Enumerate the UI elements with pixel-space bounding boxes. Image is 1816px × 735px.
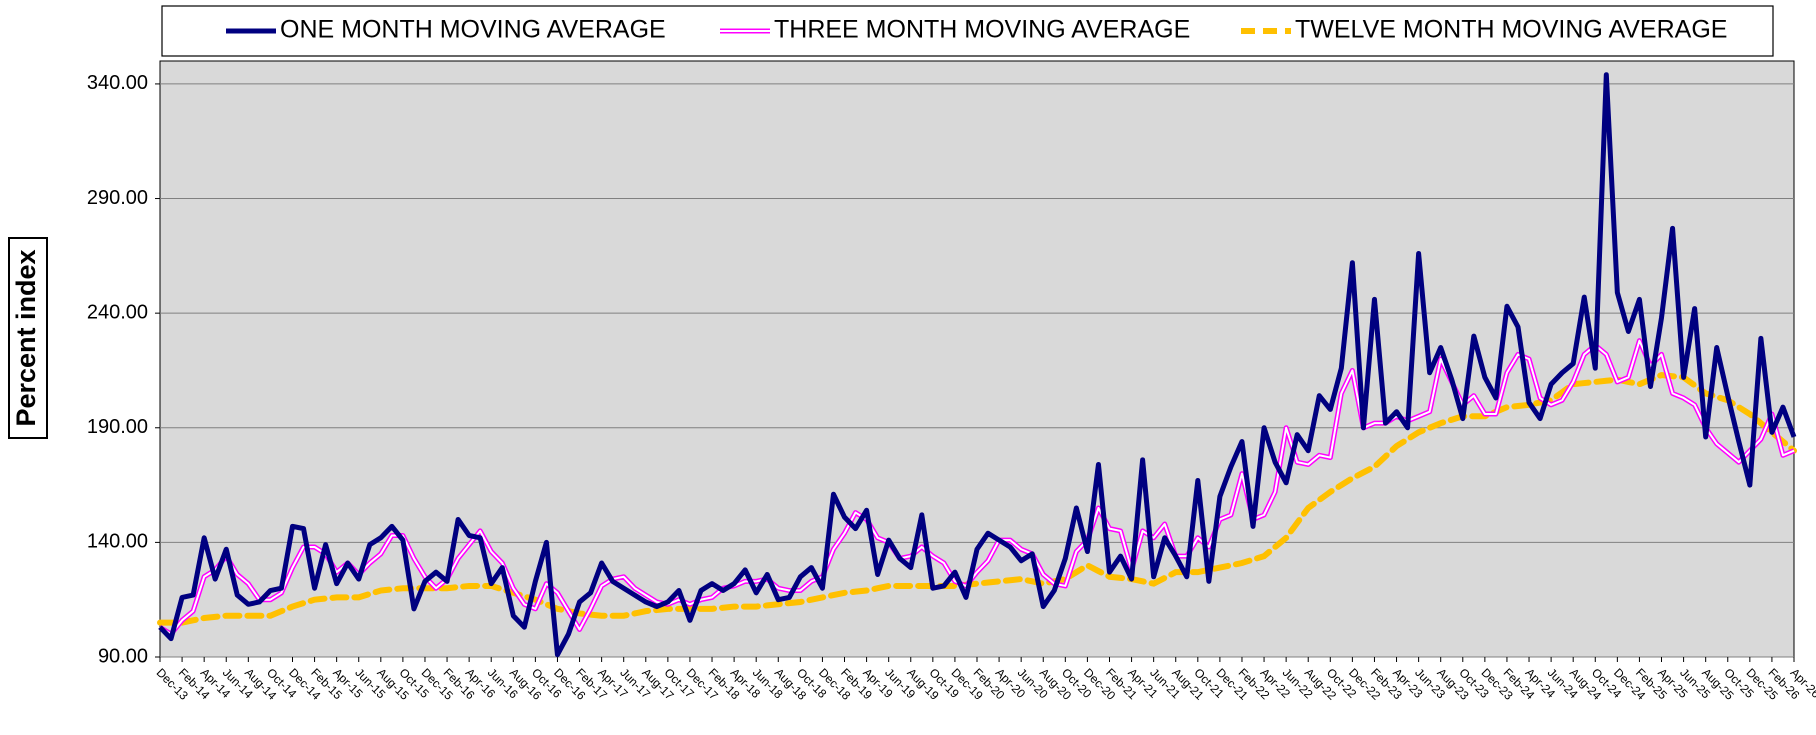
y-label-box — [8, 237, 48, 439]
y-tick-label: 140.00 — [87, 531, 148, 553]
y-axis-title: Percent index — [11, 249, 41, 426]
legend-box — [161, 5, 1774, 57]
legend-label: TWELVE MONTH MOVING AVERAGE — [1295, 16, 1727, 44]
line — [158, 72, 1797, 658]
y-tick-label: 290.00 — [87, 187, 148, 209]
legend-label: THREE MONTH MOVING AVERAGE — [774, 16, 1190, 44]
y-tick-label: 340.00 — [87, 72, 148, 94]
y-tick-label: 90.00 — [98, 645, 148, 667]
line — [157, 371, 1797, 626]
y-tick-label: 190.00 — [87, 416, 148, 438]
y-tick-label: 240.00 — [87, 301, 148, 323]
legend-label: ONE MONTH MOVING AVERAGE — [280, 16, 666, 44]
